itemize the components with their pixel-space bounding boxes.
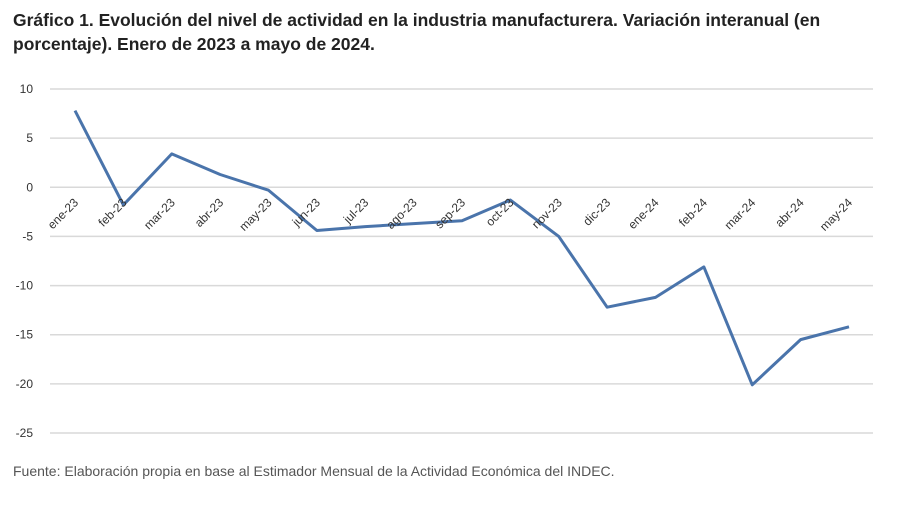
x-tick-label: feb-24 [676,195,710,229]
x-tick-label: ago-23 [383,195,420,232]
x-tick-label: abr-24 [772,195,807,230]
chart-title: Gráfico 1. Evolución del nivel de activi… [13,10,821,54]
x-tick-label: sep-23 [432,195,468,231]
x-tick-label: feb-23 [96,195,130,229]
x-tick-label: dic-23 [580,195,613,228]
y-tick-label: 0 [26,180,33,194]
x-tick-label: ene-23 [45,195,82,232]
source-note: Fuente: Elaboración propia en base al Es… [13,463,615,479]
y-tick-label: -15 [16,328,34,342]
x-tick-label: may-23 [236,195,274,233]
y-tick-label: -10 [16,279,34,293]
y-tick-label: -20 [16,377,34,391]
x-tick-label: jul-23 [340,195,372,227]
y-tick-label: 5 [26,131,33,145]
y-tick-label: 10 [20,82,34,96]
y-tick-label: -25 [16,426,34,440]
x-tick-label: ene-24 [625,195,662,232]
series-line [73,109,850,387]
x-tick-label: may-24 [817,195,855,233]
x-tick-label: abr-23 [192,195,227,230]
y-tick-label: -5 [22,229,33,243]
x-tick-label: mar-24 [722,195,759,232]
x-tick-label: mar-23 [141,195,178,232]
